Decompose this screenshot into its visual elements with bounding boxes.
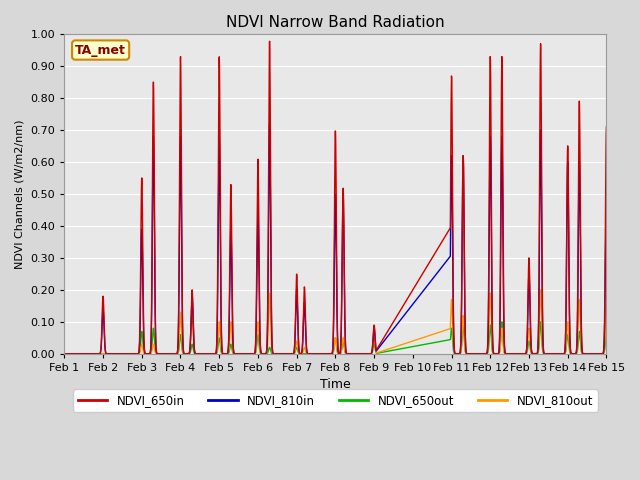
Line: NDVI_650out: NDVI_650out <box>65 322 607 354</box>
Text: TA_met: TA_met <box>75 44 126 57</box>
NDVI_810out <box>262 351 270 357</box>
NDVI_650in <box>507 351 515 357</box>
NDVI_810in <box>603 191 611 197</box>
NDVI_650in <box>262 350 270 356</box>
NDVI_650in <box>388 321 396 326</box>
NDVI_650out <box>599 351 607 357</box>
Legend: NDVI_650in, NDVI_810in, NDVI_650out, NDVI_810out: NDVI_650in, NDVI_810in, NDVI_650out, NDV… <box>73 389 598 412</box>
Title: NDVI Narrow Band Radiation: NDVI Narrow Band Radiation <box>226 15 445 30</box>
Y-axis label: NDVI Channels (W/m2/nm): NDVI Channels (W/m2/nm) <box>15 119 25 269</box>
NDVI_650out <box>537 319 545 324</box>
NDVI_810in <box>305 351 313 357</box>
NDVI_810in <box>266 121 273 127</box>
Line: NDVI_650in: NDVI_650in <box>65 41 607 354</box>
NDVI_650in <box>266 38 273 44</box>
NDVI_810in <box>388 327 396 333</box>
NDVI_810out <box>388 345 396 351</box>
NDVI_650out <box>487 333 495 338</box>
NDVI_810out <box>487 312 495 318</box>
NDVI_650out <box>388 348 396 353</box>
NDVI_810out <box>537 287 545 293</box>
Line: NDVI_810out: NDVI_810out <box>65 290 607 354</box>
NDVI_810in <box>61 351 68 357</box>
NDVI_650in <box>305 351 313 357</box>
NDVI_650in <box>599 350 607 356</box>
NDVI_810out <box>506 351 514 357</box>
NDVI_810in <box>488 240 495 245</box>
X-axis label: Time: Time <box>320 378 351 391</box>
NDVI_650out <box>305 351 312 357</box>
NDVI_810out <box>599 351 607 357</box>
NDVI_650out <box>61 351 68 357</box>
NDVI_650out <box>506 351 514 357</box>
NDVI_650out <box>603 328 611 334</box>
NDVI_650out <box>262 351 270 357</box>
NDVI_810in <box>599 351 607 357</box>
NDVI_810out <box>603 303 611 309</box>
NDVI_810out <box>305 351 312 357</box>
NDVI_650in <box>603 124 611 130</box>
NDVI_810in <box>507 351 515 357</box>
NDVI_650in <box>488 199 495 204</box>
Line: NDVI_810in: NDVI_810in <box>65 124 607 354</box>
NDVI_810out <box>61 351 68 357</box>
NDVI_810in <box>262 351 270 357</box>
NDVI_650in <box>61 351 68 357</box>
